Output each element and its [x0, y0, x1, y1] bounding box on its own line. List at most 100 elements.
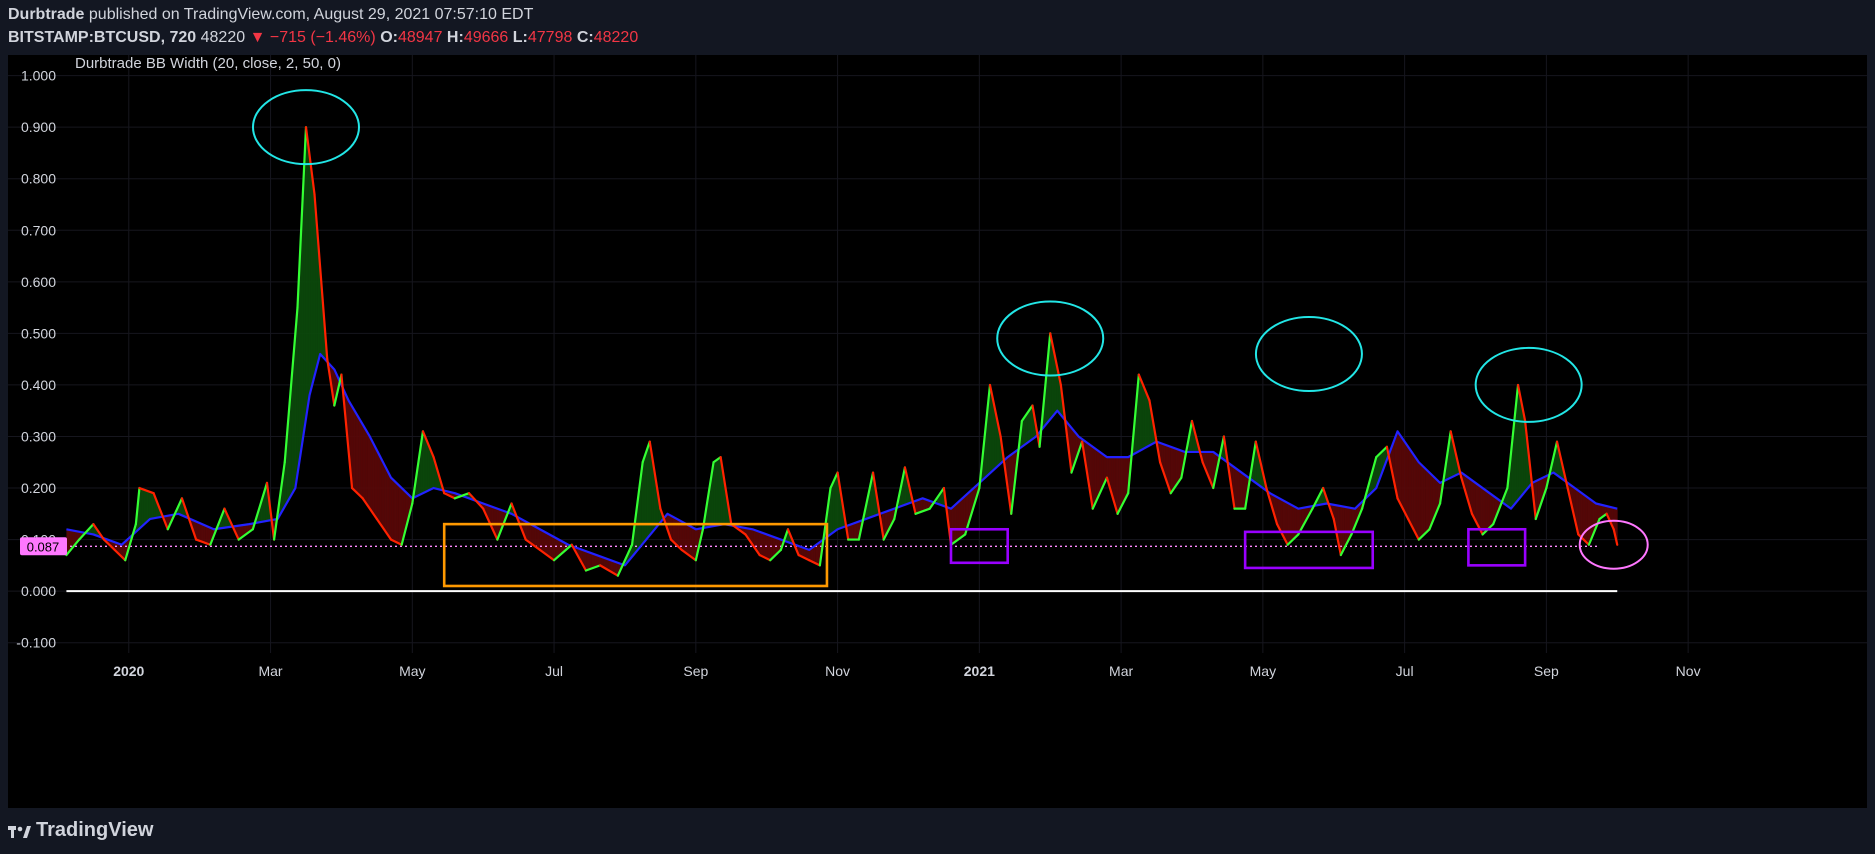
area-fill-segment — [1093, 447, 1096, 508]
bb-width-segment — [496, 502, 513, 541]
area-fill-segment — [1145, 389, 1148, 448]
annotation-circle — [1578, 519, 1649, 570]
area-fill-segment — [536, 527, 539, 549]
level-badge-box — [20, 537, 67, 556]
area-fill-segment — [809, 548, 812, 561]
area-fill-segment — [1603, 505, 1606, 517]
chart-panel[interactable]: 1.000 0.900 0.800 0.700 0.600 0.500 0.400 0.300… — [8, 55, 1867, 808]
area-fill-segment — [302, 164, 305, 442]
area-fill-segment — [1343, 506, 1346, 551]
area-fill-segment — [1239, 471, 1243, 509]
x-tick-label: 2021 — [964, 663, 995, 679]
area-fill-segment — [1537, 479, 1541, 513]
bb-width-segment — [524, 538, 541, 551]
area-fill-segment — [848, 524, 851, 540]
area-fill-segment — [1119, 457, 1122, 511]
bb-width-segment — [1339, 533, 1353, 557]
bb-width-segment — [1038, 332, 1052, 448]
bb-width-segment — [949, 533, 967, 546]
bb-width-segment — [251, 481, 269, 531]
area-fill-segment — [1055, 359, 1058, 413]
bb-width-segment — [584, 564, 602, 572]
moving-average-line — [66, 352, 1618, 567]
area-fill-segment — [798, 546, 801, 556]
area-fill-segment — [1243, 473, 1246, 509]
header-line-1: Durbtrade published on TradingView.com, … — [8, 6, 533, 24]
area-fill-segment — [1417, 460, 1420, 540]
area-fill-segment — [1124, 457, 1127, 501]
low-label: L: — [512, 29, 528, 46]
area-fill-segment — [73, 530, 76, 547]
x-tick-label: May — [1250, 663, 1276, 679]
area-fill-segment — [647, 444, 650, 539]
area-fill-segment — [1114, 457, 1117, 508]
indicator-chart[interactable]: 1.000 0.900 0.800 0.700 0.600 0.500 0.400 0.300… — [8, 55, 1867, 808]
close-label: C: — [576, 29, 594, 46]
area-fill-segment — [524, 521, 527, 541]
bb-width-segment — [443, 492, 456, 500]
area-fill-segment — [1286, 502, 1289, 545]
area-fill-segment — [1601, 504, 1604, 518]
area-fill-segment — [593, 554, 596, 568]
area-fill-segment — [607, 559, 610, 571]
area-fill-segment — [550, 535, 553, 559]
high-value: 49666 — [463, 29, 509, 46]
area-fill-segment — [965, 493, 969, 533]
annotation-circle — [996, 300, 1105, 377]
brand[interactable]: TradingView — [8, 819, 153, 842]
area-fill-segment — [374, 446, 377, 519]
area-fill-segment — [1052, 342, 1055, 418]
symbol-label[interactable]: BITSTAMP:BTCUSD, 720 — [8, 29, 197, 46]
area-fill-segment — [766, 534, 769, 559]
bb-width-segment — [779, 528, 790, 551]
y-tick-label: 0.000 — [21, 583, 56, 599]
area-fill-segment — [643, 454, 646, 543]
x-tick-label: Jul — [545, 663, 563, 679]
y-tick-label: 0.700 — [21, 222, 56, 238]
area-fill-segment — [1415, 457, 1418, 537]
area-fill-segment — [528, 522, 531, 543]
bb-width-segment — [1169, 476, 1183, 495]
area-fill-segment — [1102, 453, 1105, 489]
area-fill-segment — [1350, 507, 1353, 537]
change-down-icon: ▼ — [249, 29, 266, 46]
area-fill-segment — [1587, 497, 1591, 544]
area-fill-segment — [142, 489, 145, 527]
x-tick-label: Sep — [683, 663, 708, 679]
area-fill-segment — [1053, 350, 1056, 415]
bb-width-segment — [1010, 419, 1023, 515]
area-fill-segment — [424, 435, 427, 493]
area-fill-segment — [757, 531, 760, 555]
bb-width-segment — [1148, 399, 1162, 464]
bb-width-segment — [65, 538, 81, 557]
area-fill-segment — [1238, 470, 1241, 509]
author-name[interactable]: Durbtrade — [8, 6, 85, 23]
area-fill-segment — [776, 537, 779, 555]
area-fill-segment — [1207, 451, 1210, 478]
y-tick-label: 0.800 — [21, 171, 56, 187]
area-fill-segment — [1376, 455, 1379, 489]
area-fill-segment — [121, 543, 124, 559]
bb-width-segment — [928, 486, 946, 510]
area-fill-segment — [200, 523, 203, 542]
area-fill-segment — [1517, 390, 1520, 501]
bb-width-segment — [1612, 528, 1619, 546]
area-fill-segment — [1024, 414, 1027, 445]
area-fill-segment — [1477, 484, 1480, 529]
area-fill-segment — [1112, 457, 1115, 503]
area-fill-segment — [800, 546, 803, 557]
area-fill-segment — [886, 510, 889, 534]
area-fill-segment — [1450, 435, 1453, 479]
annotations — [251, 89, 1649, 588]
area-fill-segment — [1339, 505, 1342, 554]
area-fill-segment — [1410, 450, 1413, 527]
area-fill-segment — [559, 539, 562, 556]
bb-width-segment — [138, 486, 155, 495]
area-fill-segment — [535, 526, 538, 548]
bb-width-segment — [1470, 512, 1484, 536]
bb-width-segment — [701, 461, 715, 531]
bb-width-segment — [1407, 517, 1420, 541]
area-fill-segment — [831, 482, 834, 534]
area-fill-segment — [354, 410, 357, 492]
area-fill-segment — [852, 523, 855, 540]
